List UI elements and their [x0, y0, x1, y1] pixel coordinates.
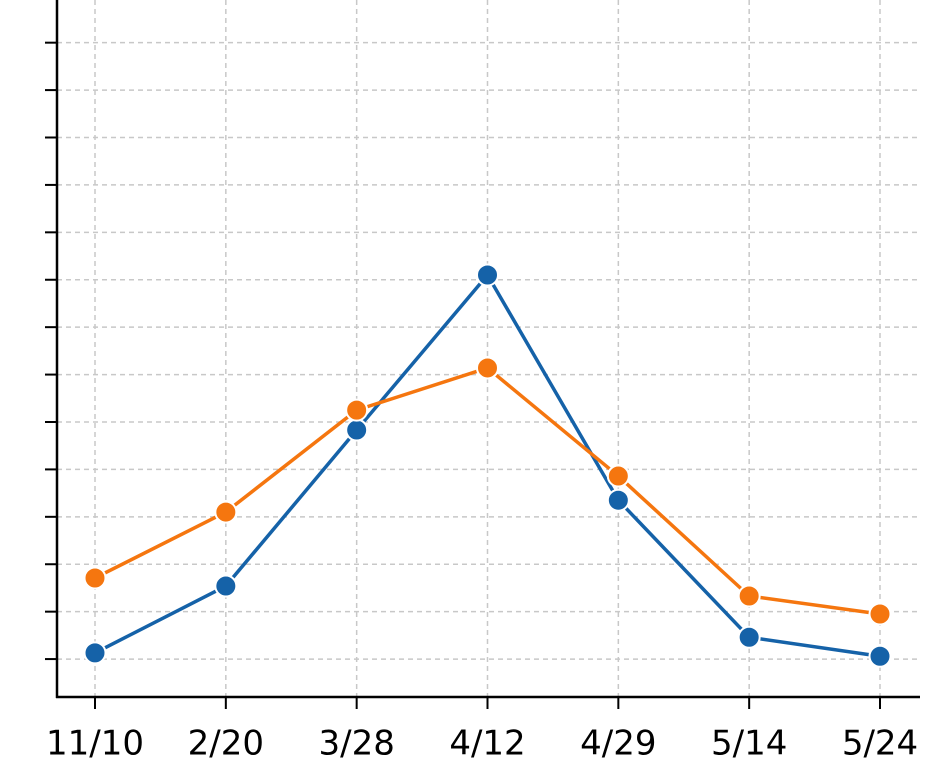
- x-tick-label: 2/20: [188, 724, 264, 764]
- point: [868, 644, 892, 668]
- point: [214, 500, 238, 524]
- point: [476, 356, 499, 380]
- point: [606, 488, 630, 512]
- point: [737, 625, 761, 649]
- point: [737, 584, 761, 608]
- x-tick-label: 5/14: [711, 724, 787, 764]
- point: [345, 418, 369, 442]
- x-tick-label: 4/29: [580, 724, 656, 764]
- point: [606, 464, 630, 488]
- point: [83, 641, 107, 665]
- point: [83, 566, 107, 590]
- point: [345, 398, 369, 422]
- x-tick-label: 3/28: [318, 724, 394, 764]
- point: [476, 263, 499, 287]
- point: [868, 602, 892, 626]
- point: [214, 574, 238, 598]
- x-tick-label: 4/12: [449, 724, 525, 764]
- x-tick-label: 5/24: [842, 724, 918, 764]
- x-tick-label: 11/10: [46, 724, 144, 764]
